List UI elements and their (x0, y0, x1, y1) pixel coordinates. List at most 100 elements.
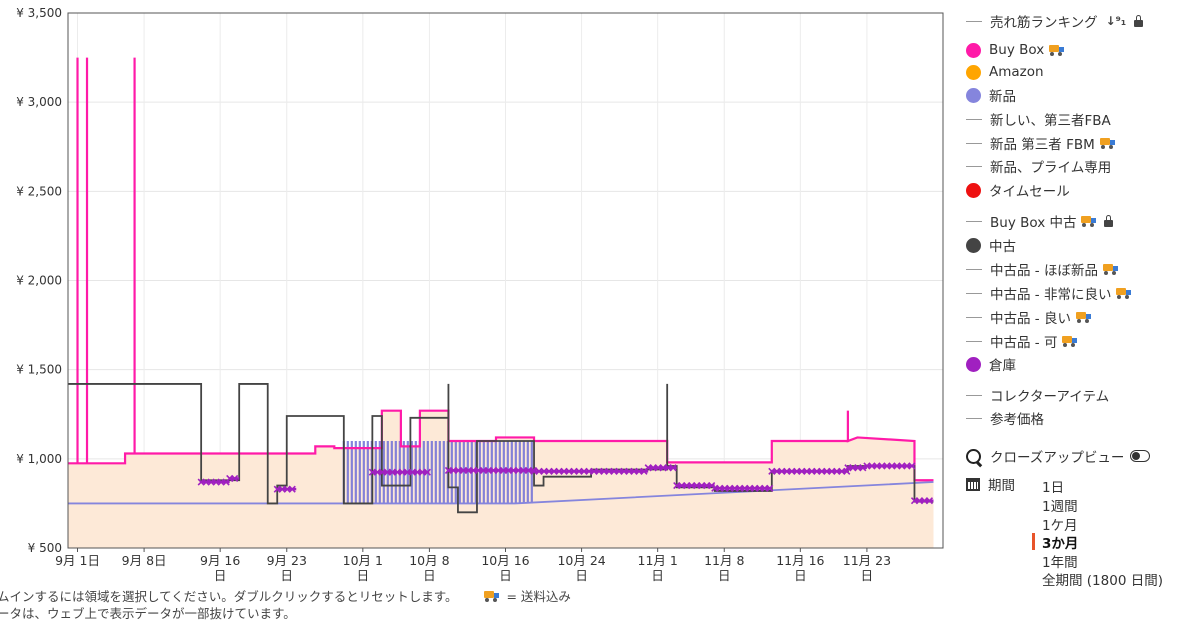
legend-dash (966, 340, 982, 342)
legend-dash (966, 118, 982, 120)
legend-label: 新品 (989, 89, 1016, 105)
legend-label: 中古品 - 非常に良い (990, 287, 1112, 303)
period-option[interactable]: 3か月 (1032, 532, 1079, 552)
warehouse-marker (766, 484, 774, 492)
series-line-buybox (68, 57, 934, 482)
legend-label: 新しい、第三者FBA (990, 113, 1111, 129)
legend-label: 売れ筋ランキング (990, 15, 1098, 31)
legend-item[interactable]: 中古 (966, 235, 1016, 255)
warehouse-marker (423, 468, 431, 476)
legend-item[interactable]: 新品、プライム専用 (966, 156, 1111, 176)
legend-label: 参考価格 (990, 412, 1044, 428)
closeup-label: クローズアップビュー (990, 450, 1125, 466)
shipping-note: = 送料込み (506, 589, 571, 604)
x-tick-label: 11月 8 (704, 553, 744, 568)
sort-icon[interactable]: ↓⁹₁ (1105, 14, 1127, 28)
x-tick-label: 9月 1日 (55, 553, 100, 568)
legend-item[interactable]: 倉庫 (966, 354, 1016, 374)
x-tick-label-line2: 日 (861, 568, 874, 583)
legend-label: 中古品 - 良い (990, 311, 1071, 327)
x-tick-label: 10月 1 (343, 553, 383, 568)
y-tick-label: ¥ 3,000 (16, 95, 62, 109)
period-option[interactable]: 1週間 (1042, 495, 1078, 515)
y-tick-label: ¥ 500 (28, 541, 62, 555)
period-label: 期間 (988, 478, 1015, 494)
legend-label: 中古品 - ほぼ新品 (990, 263, 1098, 279)
x-tick-label: 11月 23 (843, 553, 891, 568)
calendar-icon (966, 477, 980, 491)
truck-icon (1081, 216, 1097, 227)
x-tick-label: 10月 16 (481, 553, 529, 568)
x-tick-label-line2: 日 (423, 568, 436, 583)
legend-dash (966, 20, 982, 22)
warehouse-marker (288, 485, 296, 493)
legend-dash (966, 142, 982, 144)
legend-dash (966, 165, 982, 167)
legend-item[interactable]: 新品 第三者 FBM (966, 133, 1115, 153)
period-option[interactable]: 全期間 (1800 日間) (1042, 569, 1163, 589)
period-option[interactable]: 1年間 (1042, 551, 1078, 571)
x-tick-label: 11月 16 (776, 553, 824, 568)
x-tick-label-line2: 日 (718, 568, 731, 583)
legend-item[interactable]: 売れ筋ランキング ↓⁹₁ (966, 11, 1144, 31)
warehouse-marker (669, 464, 677, 472)
data-note: ータは、ウェブ上で表示データが一部抜けています。 (0, 606, 296, 621)
x-tick-label: 9月 23 (267, 553, 307, 568)
legend-label: 中古 (989, 239, 1016, 255)
legend-dash (966, 394, 982, 396)
period-option-label: 1週間 (1042, 499, 1078, 515)
legend-item[interactable]: 新しい、第三者FBA (966, 109, 1111, 129)
legend-item[interactable]: Buy Box 中古 (966, 211, 1114, 231)
legend-item[interactable]: 中古品 - 良い (966, 307, 1091, 327)
legend-item[interactable]: Amazon (966, 64, 1044, 80)
legend-item[interactable]: 中古品 - ほぼ新品 (966, 259, 1118, 279)
legend-dash (966, 316, 982, 318)
x-tick-label-line2: 日 (280, 568, 293, 583)
y-axis-ticks: ¥ 500 ¥ 1,000 ¥ 1,500 ¥ 2,000 ¥ 2,500 ¥ 3,000… (16, 6, 62, 555)
x-tick-label: 9月 8日 (122, 553, 167, 568)
x-tick-label-line2: 日 (499, 568, 512, 583)
legend-item[interactable]: タイムセール (966, 180, 1070, 200)
period-option-label: 1ケ月 (1042, 518, 1078, 534)
period-option-label: 1日 (1042, 480, 1065, 496)
warehouse-marker (859, 464, 867, 472)
legend-label: Buy Box (989, 42, 1045, 58)
warehouse-marker (231, 474, 239, 483)
legend-dot (966, 182, 981, 198)
legend-dot (966, 356, 981, 372)
legend-item[interactable]: 中古品 - 可 (966, 331, 1078, 351)
y-tick-label: ¥ 2,000 (16, 274, 62, 288)
x-tick-label: 9月 16 (200, 553, 240, 568)
legend-item[interactable]: 参考価格 (966, 408, 1044, 428)
truck-icon (1062, 336, 1078, 347)
truck-icon (483, 591, 499, 602)
lock-icon (1134, 14, 1144, 27)
warehouse-marker (908, 462, 916, 470)
legend-item[interactable]: Buy Box (966, 42, 1065, 58)
legend-item[interactable]: 中古品 - 非常に良い (966, 283, 1132, 303)
closeup-toggle-row[interactable]: クローズアップビュー (966, 446, 1151, 467)
legend-dash (966, 417, 982, 419)
x-tick-label-line2: 日 (794, 568, 807, 583)
period-option[interactable]: 1日 (1042, 476, 1064, 496)
legend-dash (966, 220, 982, 222)
legend-label: 新品、プライム専用 (990, 160, 1112, 176)
legend-dash (966, 268, 982, 270)
period-option-label: 3か月 (1042, 536, 1079, 552)
truck-icon (1099, 138, 1115, 149)
period-option[interactable]: 1ケ月 (1042, 514, 1078, 534)
selected-indicator (1032, 533, 1035, 550)
legend-label: タイムセール (989, 184, 1070, 200)
legend-label: コレクターアイテム (990, 389, 1110, 405)
legend-item[interactable]: 新品 (966, 85, 1016, 105)
truck-icon (1116, 288, 1132, 299)
period-option-label: 全期間 (1800 日間) (1042, 573, 1163, 589)
legend-dash (966, 292, 982, 294)
period-option-label: 1年間 (1042, 555, 1078, 571)
warehouse-marker (925, 497, 934, 505)
toggle-icon[interactable] (1130, 450, 1151, 462)
legend-item[interactable]: コレクターアイテム (966, 385, 1109, 405)
y-tick-label: ¥ 2,500 (16, 184, 62, 198)
